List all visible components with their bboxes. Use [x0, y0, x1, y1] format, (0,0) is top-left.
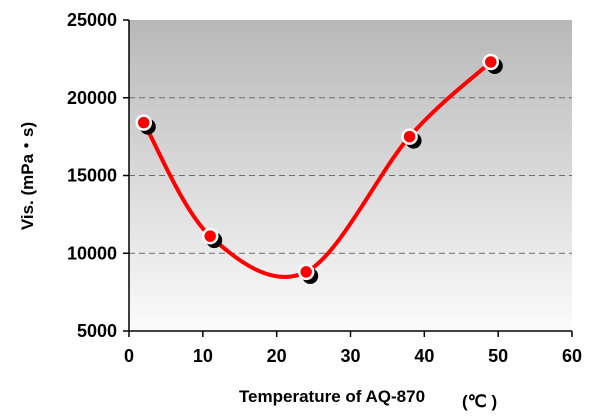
data-points [135, 53, 503, 284]
x-tick-label-5: 50 [488, 346, 508, 366]
data-point-4 [482, 53, 500, 71]
data-point-0 [135, 114, 153, 131]
axes [123, 19, 573, 337]
y-tick-label-4: 25000 [67, 10, 117, 30]
data-point-3 [401, 128, 418, 145]
x-tick-label-0: 0 [124, 346, 134, 366]
y-tick-labels: 5000 10000 15000 20000 25000 [67, 10, 117, 341]
x-tick-labels: 0 10 20 30 40 50 60 [124, 346, 582, 366]
x-tick-label-6: 60 [562, 346, 582, 366]
x-tick-label-4: 40 [414, 346, 434, 366]
x-axis-title: Temperature of AQ-870 [239, 387, 425, 406]
x-axis-unit: (℃ ) [462, 392, 497, 411]
data-point-1 [201, 227, 219, 245]
x-tick-label-2: 20 [267, 346, 287, 366]
x-tick-label-1: 10 [193, 346, 213, 366]
data-point-2 [297, 263, 315, 281]
y-tick-label-0: 5000 [77, 321, 117, 341]
y-tick-label-2: 15000 [67, 166, 117, 186]
y-tick-label-1: 10000 [67, 243, 117, 263]
gridlines [129, 97, 572, 254]
y-axis-title: Vis. (mPa・s) [18, 122, 37, 230]
x-tick-label-3: 30 [340, 346, 360, 366]
y-tick-label-3: 20000 [67, 88, 117, 108]
